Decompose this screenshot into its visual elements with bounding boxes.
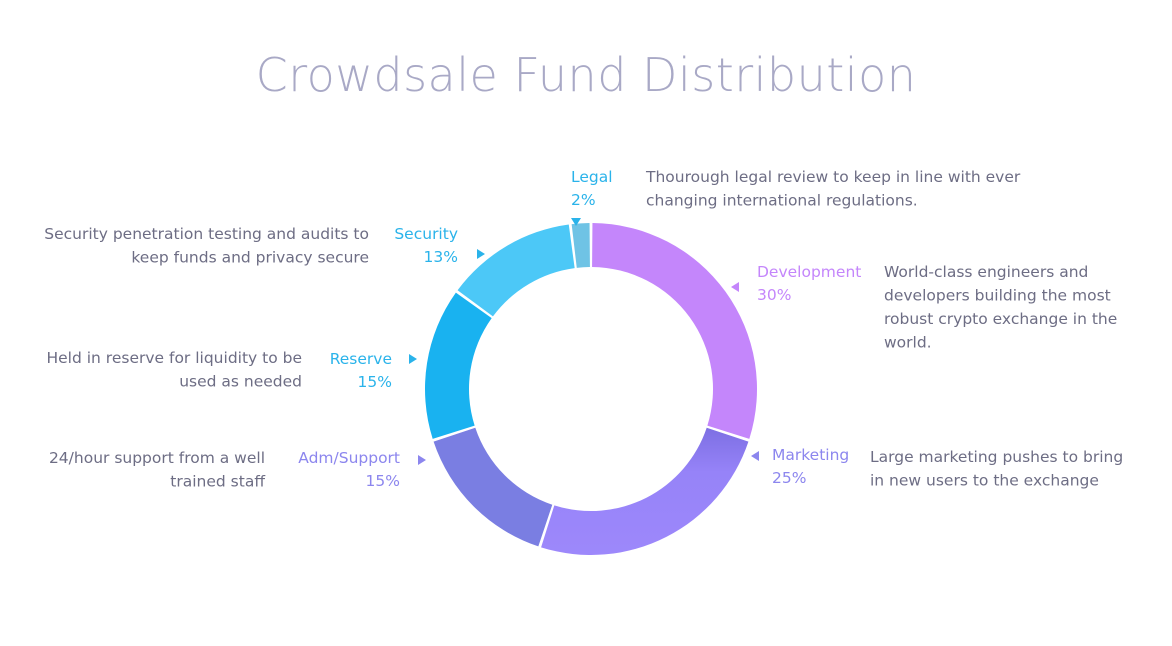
slice-name-reserve: Reserve: [330, 350, 392, 368]
slice-description-reserve: Held in reserve for liquidity to be: [46, 349, 302, 367]
slice-adm-support: [433, 427, 553, 547]
pointer-arrow-icon: [409, 354, 417, 364]
slice-percent-adm-support: 15%: [366, 472, 400, 490]
slice-security: [457, 224, 575, 317]
slice-name-adm-support: Adm/Support: [298, 449, 400, 467]
slice-development: [592, 223, 757, 439]
slice-percent-security: 13%: [424, 248, 458, 266]
slice-description-development: robust crypto exchange in the: [884, 310, 1117, 328]
slice-percent-marketing: 25%: [772, 469, 806, 487]
slice-description-security: keep funds and privacy secure: [131, 249, 369, 267]
slice-description-development: developers building the most: [884, 287, 1111, 305]
slice-description-adm-support: 24/hour support from a well: [49, 449, 265, 467]
pointer-arrow-icon: [751, 451, 759, 461]
slice-marketing: [541, 427, 749, 555]
chart-title: Crowdsale Fund Distribution: [255, 48, 917, 102]
slice-description-development: world.: [884, 334, 932, 352]
pointer-arrow-icon: [571, 218, 581, 226]
slice-name-legal: Legal: [571, 168, 613, 186]
slice-name-marketing: Marketing: [772, 446, 849, 464]
slice-labels: Development 30% World-class engineers and d…: [44, 168, 1123, 491]
slice-description-security: Security penetration testing and audits …: [44, 225, 369, 243]
slice-name-development: Development: [757, 263, 861, 281]
slice-description-marketing: Large marketing pushes to bring: [870, 448, 1123, 466]
slice-reserve: [424, 292, 492, 439]
slice-description-legal: changing international regulations.: [646, 192, 918, 210]
slice-percent-development: 30%: [757, 286, 791, 304]
slice-percent-reserve: 15%: [358, 373, 392, 391]
slice-legal: [571, 223, 590, 268]
donut-slices: [424, 223, 757, 555]
slice-description-development: World-class engineers and: [884, 263, 1088, 281]
slice-percent-legal: 2%: [571, 191, 596, 209]
pointer-arrow-icon: [477, 249, 485, 259]
pointer-arrow-icon: [418, 455, 426, 465]
slice-description-legal: Thourough legal review to keep in line w…: [645, 168, 1021, 186]
pointer-arrow-icon: [731, 282, 739, 292]
slice-description-adm-support: trained staff: [170, 473, 265, 491]
slice-description-reserve: used as needed: [179, 373, 302, 391]
slice-description-marketing: in new users to the exchange: [870, 472, 1099, 490]
slice-name-security: Security: [394, 225, 458, 243]
